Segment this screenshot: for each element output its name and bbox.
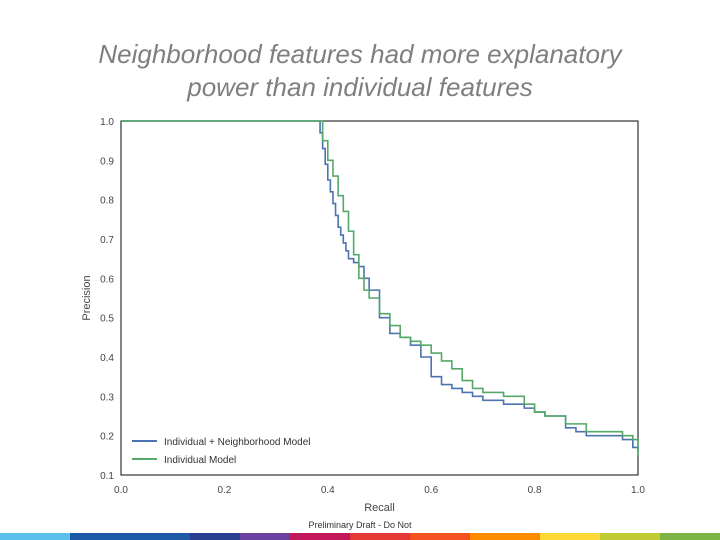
accent-bar-segment — [0, 533, 70, 540]
x-axis-label: Recall — [364, 502, 395, 514]
accent-color-bar — [0, 533, 720, 540]
accent-bar-segment — [150, 533, 190, 540]
y-tick-label: 0.1 — [100, 471, 114, 482]
accent-bar-segment — [290, 533, 350, 540]
accent-bar-segment — [70, 533, 150, 540]
accent-bar-segment — [410, 533, 470, 540]
x-tick-label: 0.2 — [217, 485, 231, 496]
y-axis-label: Precision — [81, 275, 93, 320]
footer-note: Preliminary Draft - Do Not — [308, 520, 412, 530]
slide-title-line-1: Neighborhood features had more explanato… — [98, 39, 622, 69]
y-tick-label: 0.6 — [100, 274, 114, 285]
y-tick-label: 0.5 — [100, 314, 114, 325]
x-tick-label: 0.4 — [321, 485, 335, 496]
accent-bar-segment — [240, 533, 290, 540]
legend-label-2: Individual Model — [164, 455, 236, 466]
accent-bar-segment — [470, 533, 540, 540]
slide-title: Neighborhood features had more explanato… — [0, 38, 720, 104]
y-tick-label: 1.0 — [100, 117, 114, 128]
accent-bar-segment — [350, 533, 410, 540]
y-tick-label: 0.2 — [100, 432, 114, 443]
y-tick-label: 0.7 — [100, 235, 114, 246]
accent-bar-segment — [600, 533, 660, 540]
x-tick-label: 0.6 — [424, 485, 438, 496]
series-line-2 — [121, 120, 639, 456]
accent-bar-segment — [540, 533, 600, 540]
x-tick-label: 0.0 — [114, 485, 128, 496]
accent-bar-segment — [190, 533, 240, 540]
y-tick-label: 0.9 — [100, 156, 114, 167]
x-tick-label: 0.8 — [528, 485, 542, 496]
slide-title-line-2: power than individual features — [187, 72, 533, 102]
accent-bar-segment — [660, 533, 720, 540]
x-tick-label: 1.0 — [631, 485, 645, 496]
y-tick-label: 0.8 — [100, 196, 114, 207]
legend-label-1: Individual + Neighborhood Model — [164, 437, 311, 448]
y-tick-label: 0.4 — [100, 353, 114, 364]
y-tick-label: 0.3 — [100, 392, 114, 403]
